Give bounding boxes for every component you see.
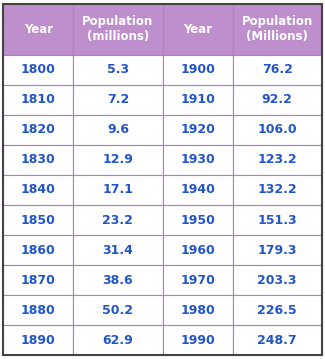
Bar	[73, 4, 162, 55]
Bar	[3, 235, 73, 265]
Text: 1830: 1830	[21, 153, 56, 166]
Text: 1880: 1880	[21, 304, 56, 317]
Text: 1930: 1930	[180, 153, 215, 166]
Text: 1990: 1990	[180, 334, 215, 347]
Bar	[162, 265, 233, 295]
Text: 31.4: 31.4	[102, 244, 133, 257]
Text: 76.2: 76.2	[262, 63, 292, 76]
Bar	[233, 295, 322, 325]
Text: 1910: 1910	[180, 93, 215, 106]
Bar	[3, 205, 73, 235]
Text: 179.3: 179.3	[257, 244, 297, 257]
Bar	[73, 55, 162, 85]
Bar	[3, 145, 73, 175]
Bar	[3, 295, 73, 325]
Text: 1810: 1810	[21, 93, 56, 106]
Bar	[3, 115, 73, 145]
Text: 1800: 1800	[21, 63, 56, 76]
Text: 1820: 1820	[21, 123, 56, 136]
Text: 17.1: 17.1	[102, 183, 133, 196]
Bar	[73, 85, 162, 115]
Bar	[162, 145, 233, 175]
Bar	[162, 85, 233, 115]
Bar	[233, 325, 322, 355]
Bar	[233, 55, 322, 85]
Bar	[162, 295, 233, 325]
Bar	[162, 4, 233, 55]
Bar	[3, 175, 73, 205]
Text: 9.6: 9.6	[107, 123, 129, 136]
Text: 106.0: 106.0	[257, 123, 297, 136]
Bar	[162, 115, 233, 145]
Text: 1980: 1980	[180, 304, 215, 317]
Text: 1950: 1950	[180, 214, 215, 227]
Text: Year: Year	[24, 23, 53, 36]
Text: 1850: 1850	[21, 214, 56, 227]
Bar	[3, 85, 73, 115]
Bar	[73, 235, 162, 265]
Text: 1970: 1970	[180, 274, 215, 287]
Text: Population
(millions): Population (millions)	[82, 15, 153, 43]
Bar	[73, 295, 162, 325]
Text: 1900: 1900	[180, 63, 215, 76]
Text: 248.7: 248.7	[257, 334, 297, 347]
Text: 226.5: 226.5	[257, 304, 297, 317]
Bar	[162, 235, 233, 265]
Bar	[233, 235, 322, 265]
Bar	[162, 205, 233, 235]
Bar	[233, 145, 322, 175]
Bar	[3, 55, 73, 85]
Text: 5.3: 5.3	[107, 63, 129, 76]
Bar	[162, 175, 233, 205]
Bar	[73, 115, 162, 145]
Bar	[233, 175, 322, 205]
Text: 7.2: 7.2	[107, 93, 129, 106]
Bar	[3, 4, 73, 55]
Text: 38.6: 38.6	[103, 274, 133, 287]
Text: 123.2: 123.2	[257, 153, 297, 166]
Bar	[233, 115, 322, 145]
Text: 1870: 1870	[21, 274, 56, 287]
Text: 23.2: 23.2	[102, 214, 133, 227]
Text: 203.3: 203.3	[257, 274, 297, 287]
Text: 1940: 1940	[180, 183, 215, 196]
Text: 12.9: 12.9	[102, 153, 133, 166]
Bar	[73, 205, 162, 235]
Bar	[3, 265, 73, 295]
Text: 1840: 1840	[21, 183, 56, 196]
Bar	[3, 325, 73, 355]
Bar	[73, 145, 162, 175]
Text: 132.2: 132.2	[257, 183, 297, 196]
Text: 1920: 1920	[180, 123, 215, 136]
Bar	[73, 325, 162, 355]
Bar	[233, 205, 322, 235]
Bar	[162, 55, 233, 85]
Text: 62.9: 62.9	[102, 334, 133, 347]
Text: Year: Year	[183, 23, 212, 36]
Text: 92.2: 92.2	[262, 93, 292, 106]
Text: 1960: 1960	[180, 244, 215, 257]
Bar	[233, 265, 322, 295]
Text: 151.3: 151.3	[257, 214, 297, 227]
Bar	[233, 85, 322, 115]
Text: 1860: 1860	[21, 244, 56, 257]
Bar	[162, 325, 233, 355]
Bar	[233, 4, 322, 55]
Bar	[73, 265, 162, 295]
Text: 50.2: 50.2	[102, 304, 133, 317]
Bar	[73, 175, 162, 205]
Text: Population
(Millions): Population (Millions)	[241, 15, 313, 43]
Text: 1890: 1890	[21, 334, 56, 347]
